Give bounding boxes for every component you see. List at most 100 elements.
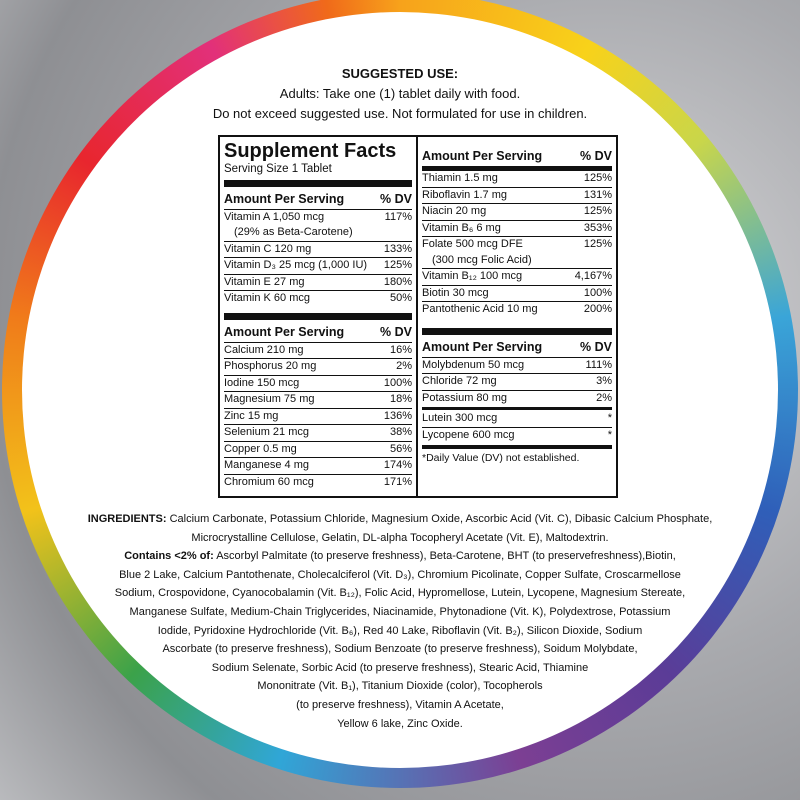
- nutrient-name: Potassium 80 mg: [422, 391, 507, 404]
- nutrient-name: Selenium 21 mcg: [224, 426, 309, 438]
- daily-value: 4,167%: [574, 270, 612, 282]
- nutrient-name: Biotin 30 mcg: [422, 286, 489, 299]
- suggested-use-warning: Do not exceed suggested use. Not formula…: [212, 106, 588, 121]
- ingredients-line: Ascorbate (to preserve freshness), Sodiu…: [162, 643, 638, 656]
- nutrient-row: Vitamin B₁₂ 100 mcg 4,167%: [422, 269, 612, 286]
- nutrient-row: Vitamin D₃ 25 mcg (1,000 IU) 125%: [224, 258, 412, 275]
- suggested-use-line: Adults: Take one (1) tablet daily with f…: [279, 86, 521, 101]
- nutrient-row: Lycopene 600 mcg *: [422, 428, 612, 444]
- suggested-use-heading: SUGGESTED USE:: [341, 66, 459, 81]
- nutrient-row: Copper 0.5 mg 56%: [224, 442, 412, 458]
- daily-value: 125%: [583, 238, 612, 250]
- amount-header: Amount Per Serving% DV: [422, 337, 612, 358]
- nutrient-name: Chloride 72 mg: [422, 375, 497, 387]
- nutrient-row: Zinc 15 mg 136%: [224, 409, 412, 425]
- ingredients-line: Sodium Selenate, Sorbic Acid (to preserv…: [211, 661, 589, 674]
- daily-value: 100%: [383, 376, 412, 389]
- daily-value: 117%: [384, 210, 412, 223]
- nutrient-name: Pantothenic Acid 10 mg: [422, 303, 538, 315]
- nutrient-name: Calcium 210 mg: [224, 343, 304, 356]
- nutrient-row: Phosphorus 20 mg 2%: [224, 359, 412, 376]
- daily-value: 353%: [583, 221, 612, 234]
- nutrient-name: Niacin 20 mg: [422, 205, 487, 217]
- nutrient-row: Vitamin C 120 mg 133%: [224, 242, 412, 258]
- nutrient-name: Vitamin D₃ 25 mcg (1,000 IU): [224, 259, 368, 271]
- nutrient-name: Chromium 60 mcg: [224, 475, 314, 488]
- daily-value: 50%: [389, 292, 412, 304]
- nutrient-name: Vitamin C 120 mg: [224, 242, 312, 255]
- nutrient-row: Chromium 60 mcg 171%: [224, 475, 412, 491]
- daily-value: 171%: [383, 475, 412, 488]
- daily-value: 111%: [585, 358, 612, 371]
- nutrient-name: Vitamin A 1,050 mcg (29% as Beta-Carotene…: [224, 210, 353, 239]
- ingredients-line: Blue 2 Lake, Calcium Pantothenate, Chole…: [119, 568, 681, 581]
- ingredients: INGREDIENTS: Calcium Carbonate, Potassiu…: [0, 510, 800, 733]
- daily-value: 174%: [383, 459, 412, 471]
- supplement-facts-panel: Supplement Facts Serving Size 1 Tablet A…: [218, 135, 618, 498]
- daily-value: 133%: [383, 242, 412, 255]
- daily-value: 100%: [583, 286, 612, 299]
- daily-value: 56%: [389, 442, 412, 455]
- nutrient-name: Phosphorus 20 mg: [224, 360, 317, 372]
- ingredients-label: INGREDIENTS:: [87, 513, 167, 525]
- nutrient-row: Calcium 210 mg 16%: [224, 343, 412, 359]
- contains-label: Contains <2% of:: [124, 550, 214, 563]
- nutrient-row: Molybdenum 50 mcg 111%: [422, 358, 612, 374]
- nutrient-name: Thiamin 1.5 mg: [422, 172, 498, 184]
- nutrient-row: Iodine 150 mcg 100%: [224, 376, 412, 392]
- nutrient-name: Molybdenum 50 mcg: [422, 358, 525, 371]
- daily-value: 16%: [389, 343, 412, 356]
- label-disc: [22, 12, 778, 768]
- daily-value: 125%: [583, 172, 612, 184]
- nutrient-row: Niacin 20 mg 125%: [422, 204, 612, 221]
- daily-value: 180%: [383, 275, 412, 288]
- daily-value: 125%: [383, 259, 412, 271]
- ingredients-line: Iodide, Pyridoxine Hydrochloride (Vit. B…: [157, 624, 643, 637]
- daily-value: 2%: [596, 391, 612, 404]
- nutrient-row: Vitamin K 60 mcg 50%: [224, 291, 412, 307]
- nutrient-row: Vitamin E 27 mg 180%: [224, 275, 412, 291]
- nutrient-name: Vitamin B₁₂ 100 mcg: [422, 270, 523, 282]
- daily-value: 3%: [596, 375, 612, 387]
- daily-value: *: [607, 428, 612, 441]
- daily-value: 200%: [583, 303, 612, 315]
- amount-header: Amount Per Serving% DV: [422, 146, 612, 167]
- nutrient-row: Folate 500 mcg DFE (300 mcg Folic Acid) 12…: [422, 237, 612, 269]
- nutrient-name: Zinc 15 mg: [224, 409, 279, 422]
- daily-value: 125%: [583, 205, 612, 217]
- ingredients-line: Manganese Sulfate, Medium-Chain Triglyce…: [129, 605, 671, 618]
- daily-value: 131%: [583, 188, 612, 201]
- amount-header: Amount Per Serving% DV: [224, 322, 412, 343]
- serving-size: Serving Size 1 Tablet: [224, 163, 332, 175]
- facts-left-column: Supplement Facts Serving Size 1 Tablet A…: [220, 137, 418, 496]
- nutrient-name: Vitamin E 27 mg: [224, 275, 305, 288]
- nutrient-name: Copper 0.5 mg: [224, 442, 297, 455]
- nutrient-row: Pantothenic Acid 10 mg 200%: [422, 302, 612, 318]
- nutrient-name: Riboflavin 1.7 mg: [422, 188, 507, 201]
- ingredients-line: Mononitrate (Vit. B₁), Titanium Dioxide …: [257, 680, 543, 693]
- nutrient-name: Lycopene 600 mcg: [422, 428, 515, 441]
- ingredients-line: (to preserve freshness), Vitamin A Aceta…: [296, 698, 504, 711]
- nutrient-row: Selenium 21 mcg 38%: [224, 425, 412, 442]
- nutrient-row: Thiamin 1.5 mg 125%: [422, 171, 612, 188]
- ingredients-line: Contains <2% of: Ascorbyl Palmitate (to …: [124, 550, 676, 563]
- nutrient-row: Lutein 300 mcg *: [422, 411, 612, 428]
- nutrient-row: Biotin 30 mcg 100%: [422, 286, 612, 302]
- daily-value: 18%: [389, 393, 412, 405]
- ingredients-line: Yellow 6 lake, Zinc Oxide.: [337, 717, 463, 730]
- ingredients-line: Microcrystalline Cellulose, Gelatin, DL-…: [191, 531, 609, 544]
- nutrient-row: Chloride 72 mg 3%: [422, 374, 612, 391]
- nutrient-name: Magnesium 75 mg: [224, 393, 315, 405]
- nutrient-name: Vitamin K 60 mcg: [224, 292, 311, 304]
- nutrient-name: Manganese 4 mg: [224, 459, 309, 471]
- nutrient-row: Vitamin A 1,050 mcg (29% as Beta-Carotene…: [224, 210, 412, 242]
- nutrient-name: Iodine 150 mcg: [224, 376, 300, 389]
- amount-header: Amount Per Serving% DV: [224, 189, 412, 210]
- facts-title: Supplement Facts: [224, 140, 397, 162]
- nutrient-row: Riboflavin 1.7 mg 131%: [422, 188, 612, 204]
- nutrient-row: Potassium 80 mg 2%: [422, 391, 612, 407]
- nutrient-name: Folate 500 mcg DFE (300 mcg Folic Acid): [422, 238, 532, 266]
- ingredients-line: Sodium, Crospovidone, Cyanocobalamin (Vi…: [114, 587, 686, 600]
- footnote: *Daily Value (DV) not established.: [422, 452, 580, 464]
- nutrient-row: Vitamin B₆ 6 mg 353%: [422, 221, 612, 237]
